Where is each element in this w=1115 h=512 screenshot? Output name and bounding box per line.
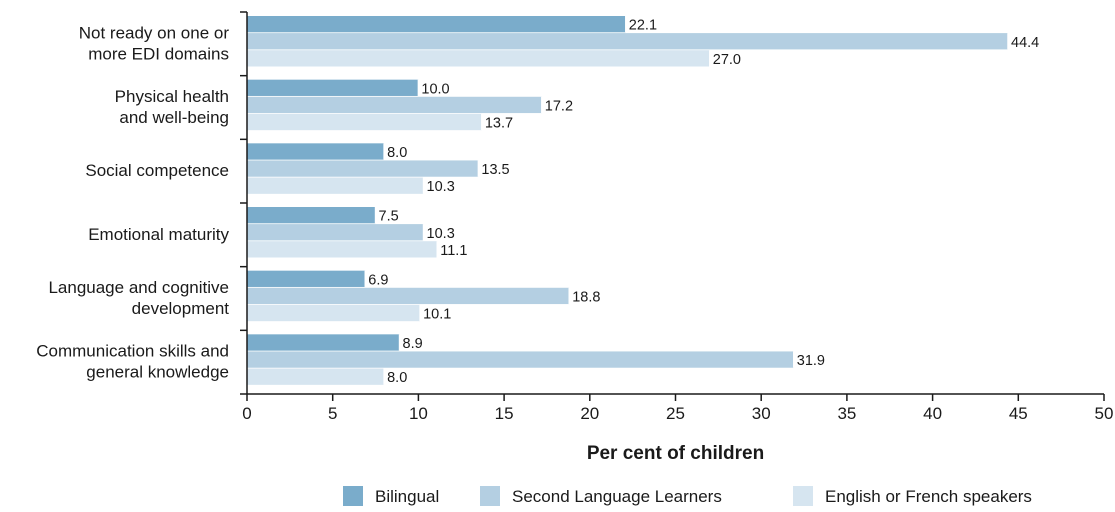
bar-2-6 bbox=[247, 351, 794, 368]
data-label: 10.3 bbox=[427, 226, 455, 242]
data-label: 10.0 bbox=[421, 81, 449, 97]
category-label: Social competence bbox=[85, 161, 229, 180]
bar-1-3 bbox=[247, 143, 385, 160]
bar-3-3 bbox=[247, 177, 424, 194]
data-label: 11.1 bbox=[440, 243, 467, 259]
x-tick-label: 40 bbox=[923, 404, 942, 423]
data-label: 27.0 bbox=[713, 52, 741, 68]
bar-3-5 bbox=[247, 304, 421, 322]
x-tick-label: 5 bbox=[328, 404, 337, 423]
bar-1-6 bbox=[247, 334, 400, 351]
x-tick-label: 0 bbox=[242, 404, 251, 423]
bar-1-1 bbox=[247, 16, 626, 33]
bar-3-4 bbox=[247, 241, 438, 258]
data-label: 22.1 bbox=[629, 18, 657, 34]
legend-swatch-2 bbox=[480, 486, 500, 506]
data-label: 8.9 bbox=[403, 336, 423, 352]
data-label: 17.2 bbox=[545, 98, 573, 114]
bar-2-4 bbox=[247, 224, 424, 241]
bar-3-1 bbox=[247, 50, 710, 67]
data-label: 10.1 bbox=[423, 307, 451, 323]
bar-3-2 bbox=[247, 113, 482, 131]
x-tick-label: 50 bbox=[1095, 404, 1114, 423]
x-tick-label: 10 bbox=[409, 404, 428, 423]
bar-2-1 bbox=[247, 33, 1009, 50]
bar-1-2 bbox=[247, 79, 419, 96]
category-label: more EDI domains bbox=[88, 44, 229, 63]
legend-label-2: Second Language Learners bbox=[512, 487, 722, 506]
data-label: 10.3 bbox=[427, 179, 455, 195]
x-tick-label: 35 bbox=[837, 404, 856, 423]
category-label: Physical health bbox=[115, 87, 229, 106]
x-tick-label: 25 bbox=[666, 404, 685, 423]
category-label: general knowledge bbox=[86, 363, 229, 382]
legend-swatch-3 bbox=[793, 486, 813, 506]
x-tick-label: 45 bbox=[1009, 404, 1028, 423]
data-label: 44.4 bbox=[1011, 35, 1039, 51]
category-label: development bbox=[132, 299, 230, 318]
category-label: Language and cognitive bbox=[48, 278, 229, 297]
bar-2-2 bbox=[247, 96, 542, 114]
category-label: and well-being bbox=[119, 108, 229, 127]
data-label: 31.9 bbox=[797, 353, 825, 369]
bar-2-5 bbox=[247, 287, 570, 305]
legend-label-3: English or French speakers bbox=[825, 487, 1032, 506]
x-tick-label: 15 bbox=[495, 404, 514, 423]
category-label: Not ready on one or bbox=[79, 23, 230, 42]
bar-2-3 bbox=[247, 160, 479, 177]
data-label: 7.5 bbox=[379, 209, 399, 225]
category-label: Communication skills and bbox=[36, 342, 229, 361]
data-label: 13.7 bbox=[485, 116, 513, 132]
bar-1-5 bbox=[247, 270, 366, 287]
data-label: 18.8 bbox=[572, 289, 600, 305]
category-label: Emotional maturity bbox=[88, 225, 229, 244]
legend-swatch-1 bbox=[343, 486, 363, 506]
data-label: 8.0 bbox=[387, 370, 407, 386]
data-label: 6.9 bbox=[368, 272, 388, 288]
x-tick-label: 30 bbox=[752, 404, 771, 423]
x-tick-label: 20 bbox=[580, 404, 599, 423]
data-label: 13.5 bbox=[481, 162, 509, 178]
bar-1-4 bbox=[247, 207, 376, 224]
bar-3-6 bbox=[247, 368, 385, 385]
data-label: 8.0 bbox=[387, 145, 407, 161]
x-axis-title: Per cent of children bbox=[587, 443, 764, 464]
legend-label-1: Bilingual bbox=[375, 487, 439, 506]
